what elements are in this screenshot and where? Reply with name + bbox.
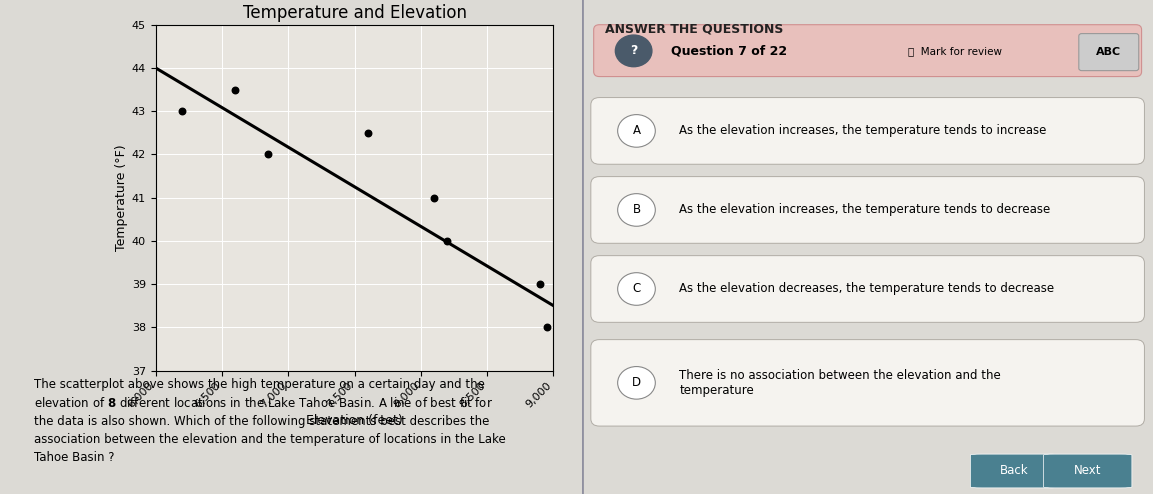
Text: ?: ? [630,44,638,57]
Text: As the elevation increases, the temperature tends to decrease: As the elevation increases, the temperat… [679,204,1050,216]
Text: As the elevation increases, the temperature tends to increase: As the elevation increases, the temperat… [679,124,1047,137]
Text: Question 7 of 22: Question 7 of 22 [671,44,786,57]
Point [438,237,457,245]
Text: As the elevation decreases, the temperature tends to decrease: As the elevation decreases, the temperat… [679,283,1054,295]
Text: C: C [632,283,641,295]
Text: 🔖  Mark for review: 🔖 Mark for review [907,46,1002,56]
Point [226,85,244,93]
Circle shape [616,35,651,67]
Circle shape [618,273,655,305]
Text: D: D [632,376,641,389]
FancyBboxPatch shape [590,340,1145,426]
FancyBboxPatch shape [594,25,1141,77]
Circle shape [618,367,655,399]
Point [424,194,443,202]
Text: B: B [633,204,641,216]
Point [537,324,556,331]
Point [173,107,191,115]
Text: ABC: ABC [1095,47,1121,57]
FancyBboxPatch shape [1079,34,1139,71]
FancyBboxPatch shape [1043,454,1132,488]
X-axis label: Elevation (feet): Elevation (feet) [307,414,402,427]
Point [259,151,278,159]
Title: Temperature and Elevation: Temperature and Elevation [242,4,467,22]
Text: There is no association between the elevation and the
temperature: There is no association between the elev… [679,369,1001,397]
FancyBboxPatch shape [590,177,1145,244]
Y-axis label: Temperature (°F): Temperature (°F) [114,144,128,251]
Circle shape [618,194,655,226]
Text: Next: Next [1073,464,1101,477]
FancyBboxPatch shape [590,98,1145,165]
Text: Back: Back [1001,464,1028,477]
Point [530,280,549,288]
FancyBboxPatch shape [971,454,1058,488]
Text: ANSWER THE QUESTIONS: ANSWER THE QUESTIONS [605,22,784,35]
Circle shape [618,115,655,147]
FancyBboxPatch shape [590,256,1145,323]
Point [359,129,377,137]
Text: The scatterplot above shows the high temperature on a certain day and the
elevat: The scatterplot above shows the high tem… [35,378,506,464]
Text: A: A [633,124,640,137]
